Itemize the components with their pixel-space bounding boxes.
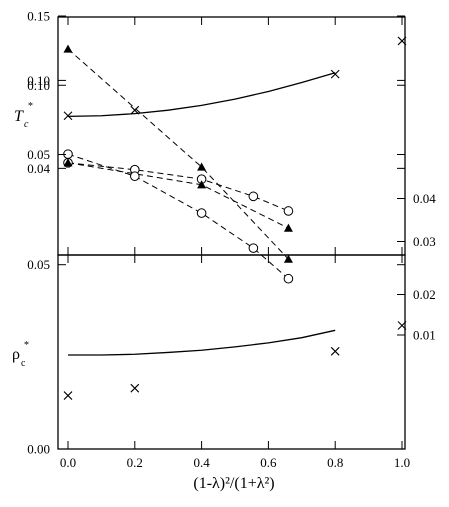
- upper-left-tick-label: 0.15: [27, 9, 50, 24]
- lower-left-tick-label: 0.05: [27, 257, 50, 272]
- axis-ticks: 0.150.100.050.040.040.030.100.050.000.02…: [27, 9, 436, 471]
- cross-stroke: [397, 36, 407, 46]
- upper-cross-point: [397, 36, 407, 46]
- lower-triangle-point: [283, 254, 293, 263]
- upper-right-tick-label: 0.03: [413, 234, 436, 249]
- cross-stroke: [330, 346, 340, 356]
- x-tick-label: 1.0: [394, 455, 410, 470]
- x-tick-label: 0.2: [127, 455, 143, 470]
- cross-stroke: [397, 321, 407, 330]
- upper-right-tick-label: 0.04: [413, 191, 436, 206]
- upper-y-axis-superscript: *: [28, 101, 33, 112]
- lower-circle-point: [196, 208, 207, 218]
- upper-circle-point: [283, 206, 294, 216]
- lower-left-tick-label: 0.10: [27, 73, 50, 88]
- upper-cross-point: [130, 105, 140, 115]
- lower-triangle-point: [197, 162, 207, 171]
- series-lines: [67, 48, 336, 356]
- lower-circle-point: [248, 243, 259, 253]
- upper-cross-point: [330, 69, 340, 79]
- upper-left-tick-label: 0.10: [27, 78, 50, 93]
- lower-triangle-point: [63, 44, 73, 53]
- upper-triangle-point: [197, 180, 207, 189]
- x-axis-title: (1-λ)²/(1+λ²): [193, 475, 274, 492]
- lower-cross-point: [63, 391, 73, 400]
- lower-circle-point: [130, 171, 140, 182]
- series-markers: [63, 36, 407, 400]
- x-tick-label: 0.0: [60, 455, 76, 470]
- cross-stroke: [63, 111, 73, 121]
- upper-triangle-point: [63, 158, 73, 167]
- cross-stroke: [63, 391, 73, 400]
- upper-left-tick-label: 0.05: [27, 147, 50, 162]
- upper-dashed-curve: [67, 162, 289, 212]
- lower-right-tick-label: 0.02: [413, 287, 436, 302]
- lower-cross-point: [397, 321, 407, 330]
- upper-left-tick-label: 0.04: [27, 161, 50, 176]
- lower-solid-curve: [68, 329, 336, 356]
- lower-right-tick-label: 0.01: [413, 328, 436, 343]
- cross-stroke: [330, 69, 340, 79]
- panel-upper-frame: [57, 16, 406, 256]
- panel-lower-frame: [57, 254, 406, 450]
- upper-cross-point: [63, 111, 73, 121]
- lower-left-tick-label: 0.00: [27, 442, 50, 457]
- cross-stroke: [130, 105, 140, 115]
- x-tick-label: 0.8: [327, 455, 343, 470]
- upper-circle-point: [248, 191, 259, 202]
- lower-y-axis-superscript: *: [24, 340, 29, 351]
- lower-dashed-curve: [67, 48, 289, 260]
- x-tick-label: 0.6: [260, 455, 277, 470]
- upper-y-axis-title: T: [14, 108, 24, 125]
- upper-triangle-point: [283, 223, 293, 232]
- cross-stroke: [130, 383, 140, 393]
- lower-y-axis-title: ρ: [12, 346, 20, 363]
- x-tick-label: 0.4: [193, 455, 210, 470]
- lower-cross-point: [130, 383, 140, 393]
- axes-frames: [57, 16, 406, 450]
- lower-dashed-curve: [67, 153, 289, 280]
- upper-y-title-main: T: [14, 108, 24, 125]
- lower-y-axis-subscript: c: [21, 358, 26, 369]
- upper-y-axis-subscript: c: [24, 119, 29, 130]
- upper-solid-curve: [67, 72, 336, 118]
- lower-cross-point: [330, 346, 340, 356]
- lower-circle-point: [283, 273, 294, 284]
